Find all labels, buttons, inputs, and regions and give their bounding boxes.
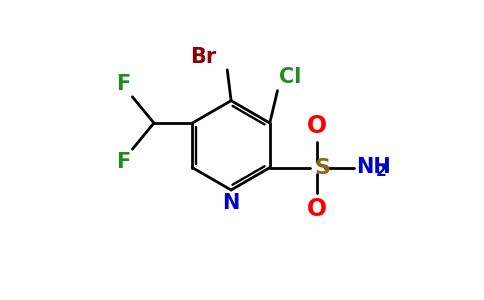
Text: Cl: Cl	[279, 67, 302, 87]
Text: F: F	[116, 74, 130, 94]
Text: NH: NH	[356, 157, 391, 177]
Text: O: O	[307, 197, 327, 221]
Text: O: O	[307, 114, 327, 138]
Text: S: S	[315, 158, 331, 178]
Text: 2: 2	[376, 164, 387, 179]
Text: Br: Br	[190, 47, 216, 67]
Text: N: N	[223, 193, 240, 213]
Text: F: F	[116, 152, 130, 172]
